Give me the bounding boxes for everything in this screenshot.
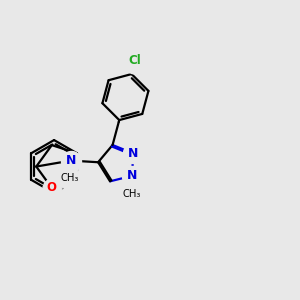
Text: N: N bbox=[66, 154, 76, 167]
Text: CH₃: CH₃ bbox=[123, 189, 141, 199]
Text: CH₃: CH₃ bbox=[60, 173, 79, 183]
Text: Cl: Cl bbox=[129, 54, 142, 67]
Text: N: N bbox=[128, 147, 139, 160]
Text: O: O bbox=[47, 182, 57, 194]
Text: N: N bbox=[127, 169, 137, 182]
